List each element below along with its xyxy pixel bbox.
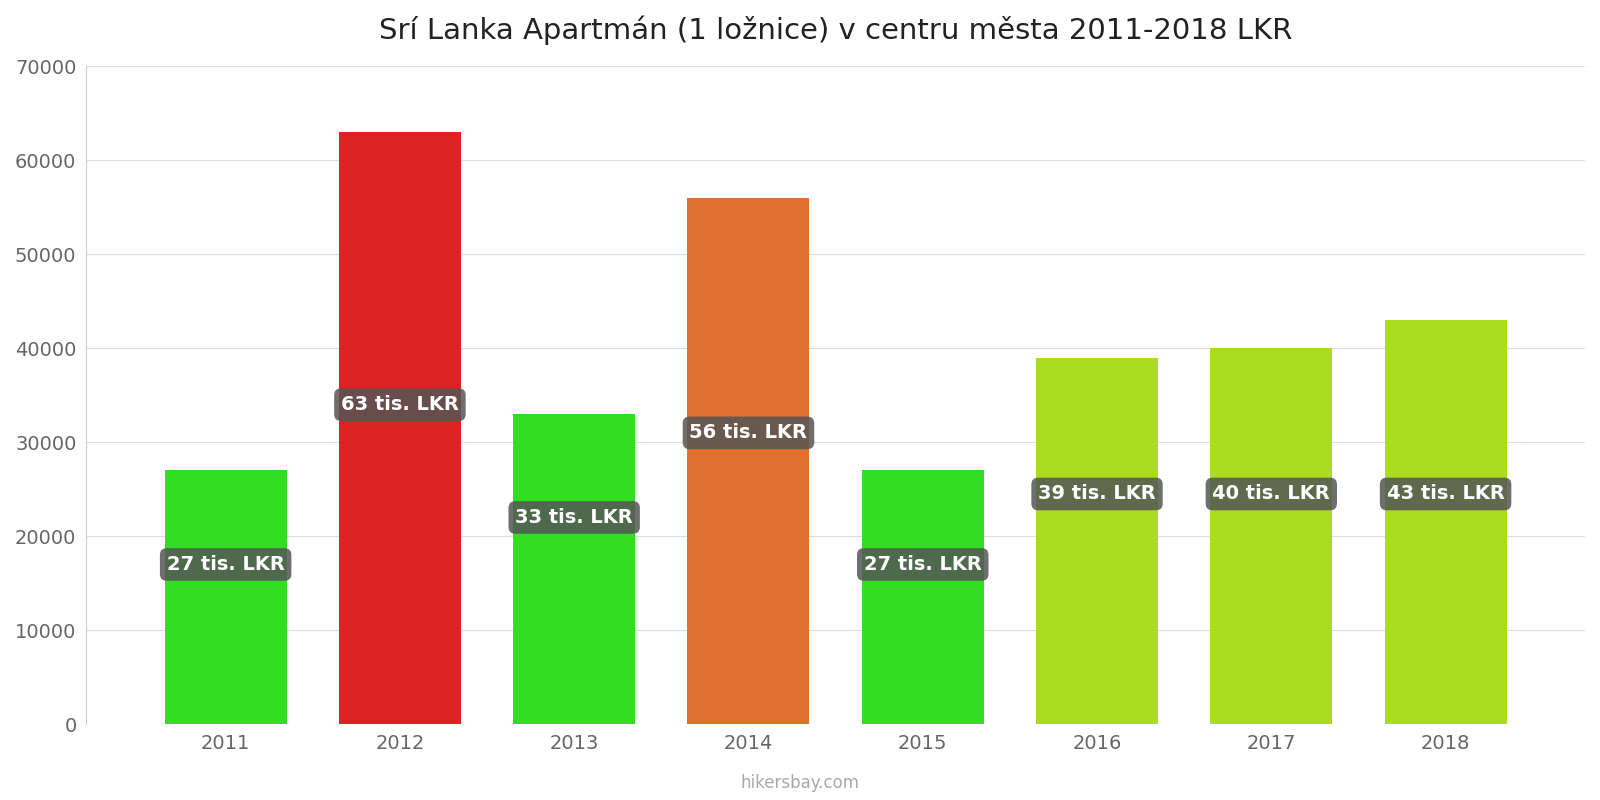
Bar: [1210, 348, 1333, 724]
Bar: [688, 198, 810, 724]
Text: 43 tis. LKR: 43 tis. LKR: [1387, 485, 1504, 503]
Text: 33 tis. LKR: 33 tis. LKR: [515, 508, 634, 527]
Text: 63 tis. LKR: 63 tis. LKR: [341, 395, 459, 414]
Text: 27 tis. LKR: 27 tis. LKR: [166, 555, 285, 574]
Bar: [514, 414, 635, 724]
Title: Srí Lanka Apartmán (1 ložnice) v centru města 2011-2018 LKR: Srí Lanka Apartmán (1 ložnice) v centru …: [379, 15, 1293, 45]
Bar: [862, 470, 984, 724]
Text: hikersbay.com: hikersbay.com: [741, 774, 859, 792]
Bar: [1037, 358, 1158, 724]
Bar: [165, 470, 286, 724]
Text: 40 tis. LKR: 40 tis. LKR: [1213, 485, 1330, 503]
Text: 27 tis. LKR: 27 tis. LKR: [864, 555, 982, 574]
Bar: [339, 132, 461, 724]
Text: 39 tis. LKR: 39 tis. LKR: [1038, 485, 1155, 503]
Bar: [1384, 320, 1507, 724]
Text: 56 tis. LKR: 56 tis. LKR: [690, 423, 808, 442]
